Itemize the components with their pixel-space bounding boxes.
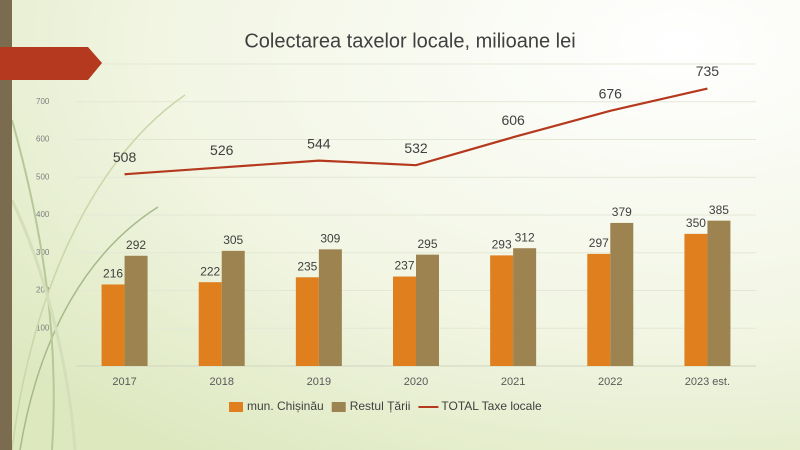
y-tick-label: 100	[36, 323, 50, 332]
data-label: 292	[126, 238, 146, 252]
legend-label: TOTAL Taxe locale	[441, 399, 542, 413]
bar	[101, 284, 125, 366]
data-label: 216	[103, 267, 123, 281]
bar	[221, 250, 245, 366]
data-label: 532	[404, 140, 428, 156]
side-bar	[0, 0, 12, 450]
bar	[393, 276, 416, 366]
decoration	[0, 0, 186, 450]
x-tick-label: 2021	[501, 376, 525, 388]
data-label: 544	[307, 135, 331, 151]
bar	[513, 248, 537, 366]
data-label: 508	[113, 149, 137, 165]
data-label: 379	[612, 205, 632, 219]
bar	[610, 222, 634, 366]
x-tick-label: 2023 est.	[685, 376, 730, 388]
data-label: 222	[200, 264, 220, 278]
data-label: 385	[709, 203, 729, 217]
data-label: 297	[589, 236, 609, 250]
data-label: 350	[686, 216, 706, 230]
bar	[684, 233, 708, 366]
x-tick-label: 2019	[307, 376, 331, 388]
y-tick-label: 500	[36, 172, 50, 181]
legend-swatch	[331, 402, 346, 412]
bar	[707, 220, 731, 366]
bar	[587, 253, 611, 366]
data-label: 235	[297, 259, 317, 273]
data-label: 606	[501, 112, 525, 128]
chart-title: Colectarea taxelor locale, milioane lei	[244, 30, 575, 52]
x-tick-label: 2017	[112, 376, 136, 388]
curve	[11, 94, 186, 450]
y-tick-label: 300	[36, 248, 50, 257]
x-tick-label: 2020	[404, 376, 428, 388]
y-tick-label: 700	[36, 97, 50, 106]
legend-label: mun. Chișinău	[247, 399, 324, 413]
data-label: 305	[223, 233, 243, 247]
data-label: 295	[417, 237, 437, 251]
curve	[10, 199, 77, 450]
data-label: 309	[320, 232, 340, 246]
y-tick-label: 600	[36, 135, 50, 144]
bar	[124, 255, 148, 366]
y-tick-label: 400	[36, 210, 50, 219]
data-label: 676	[599, 86, 623, 102]
y-tick-label: 200	[36, 286, 50, 295]
bar	[295, 277, 319, 366]
x-tick-label: 2018	[209, 376, 233, 388]
data-label: 312	[515, 230, 535, 244]
bar	[318, 249, 342, 366]
data-label: 735	[696, 63, 720, 79]
arrow	[0, 47, 102, 80]
x-tick-label: 2022	[598, 376, 622, 388]
bar	[490, 255, 514, 366]
bar	[198, 282, 222, 366]
legend-swatch	[229, 402, 243, 412]
line	[124, 87, 708, 176]
legend-label: Restul Țării	[350, 399, 411, 413]
curve	[19, 206, 159, 450]
bar	[416, 254, 439, 366]
data-label: 293	[492, 238, 512, 252]
curve	[11, 119, 55, 450]
data-label: 526	[210, 142, 234, 158]
data-label: 237	[394, 259, 414, 273]
